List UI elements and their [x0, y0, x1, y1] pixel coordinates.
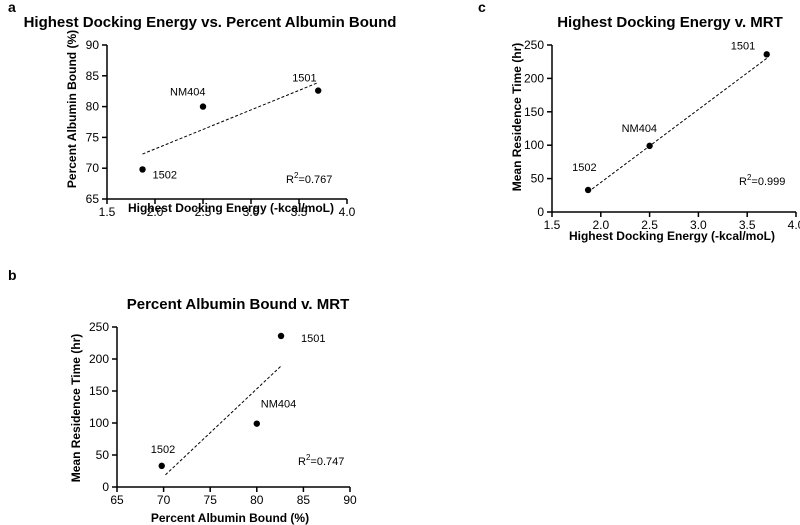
panel-b-y-tick-label: 100	[89, 416, 109, 430]
panel-c-point-label-NM404: NM404	[622, 123, 657, 135]
panel-c-ylabel: Mean Residence Time (hr)	[510, 43, 524, 192]
panel-b-x-tick-label: 90	[343, 493, 357, 507]
panel-a-point-NM404	[199, 103, 207, 110]
panel-c-y-tick-label: 150	[524, 105, 544, 119]
panel-b-point-label-NM404: NM404	[261, 399, 296, 411]
panel-c-x-tick-label: 3.5	[739, 218, 756, 232]
panel-a-x-tick-label: 2.5	[195, 205, 212, 219]
panel-a-point-1501	[315, 87, 322, 94]
panel-c-point-1502	[584, 186, 592, 194]
panel-b-x-tick-label: 70	[157, 493, 171, 507]
panel-b-x-tick-label: 85	[297, 493, 311, 507]
panel-c-y-tick-label: 100	[524, 138, 544, 152]
panel-a-xlabel: Highest Docking Energy (-kcal/moL)	[128, 201, 334, 215]
panel-c-point-1501	[763, 51, 770, 58]
panel-b-point-label-1502: 1502	[151, 444, 175, 456]
panel-c-title: Highest Docking Energy v. MRT	[557, 14, 783, 31]
panel-c-y-tick-label: 200	[524, 71, 544, 85]
panel-c-x-tick-label: 3.0	[690, 218, 707, 232]
panel-b-xlabel: Percent Albumin Bound (%)	[151, 511, 309, 525]
panel-b-y-tick-label: 150	[89, 384, 109, 398]
panel-b-fit-line	[165, 365, 282, 476]
panel-c-xlabel: Highest Docking Energy (-kcal/moL)	[569, 229, 775, 243]
panel-a-point-label-1502: 1502	[153, 169, 177, 181]
panel-a-x-tick-label: 3.5	[291, 205, 308, 219]
panel-c-x-tick-label: 2.0	[592, 218, 609, 232]
panel-c-y-tick-label: 250	[524, 38, 544, 52]
panel-c-r-squared: R2=0.999	[739, 173, 785, 188]
panel-a-fit-line	[142, 82, 319, 155]
panel-b-ylabel: Mean Residence Time (hr)	[69, 334, 83, 483]
panel-b-y-tick-label: 200	[89, 352, 109, 366]
panel-b-chart: Percent Albumin Bound v. MRT Percent Alb…	[69, 296, 357, 525]
panel-b-x-tick-label: 80	[250, 493, 264, 507]
panel-a-y-tick-label: 75	[86, 130, 100, 144]
panel-b-x-tick-label: 65	[110, 493, 124, 507]
panel-a-ylabel: Percent Albumin Bound (%)	[65, 30, 79, 188]
panel-a-y-tick-label: 65	[86, 192, 100, 206]
panel-b-title: Percent Albumin Bound v. MRT	[127, 296, 350, 313]
panel-c-point-NM404	[646, 142, 653, 150]
panel-c-y-tick-label: 50	[531, 172, 545, 186]
panel-b-point-1502	[158, 462, 165, 470]
panel-b-point-label-1501: 1501	[301, 333, 325, 345]
panel-c-x-tick-label: 4.0	[788, 218, 800, 232]
panel-a-x-tick-label: 2.0	[147, 205, 164, 219]
panel-a-point-1502	[139, 166, 146, 173]
panel-a-x-tick-label: 4.0	[339, 205, 356, 219]
panel-a-y-tick-label: 80	[86, 100, 100, 114]
panel-a-title: Highest Docking Energy vs. Percent Album…	[24, 14, 397, 31]
panel-c-chart: Highest Docking Energy v. MRT Highest Do…	[510, 14, 800, 243]
panel-a-chart: Highest Docking Energy vs. Percent Album…	[24, 14, 397, 219]
panel-a-y-tick-label: 85	[86, 69, 100, 83]
panel-a-r-squared: R2=0.767	[286, 171, 332, 186]
panel-c-point-label-1502: 1502	[572, 162, 596, 174]
panel-letter-b: b	[8, 267, 17, 283]
panel-b-y-tick-label: 250	[89, 320, 109, 334]
panel-b-point-1501	[277, 332, 285, 340]
panel-c-point-label-1501: 1501	[731, 40, 755, 52]
panel-a-point-label-NM404: NM404	[170, 87, 205, 99]
panel-a-y-tick-label: 70	[86, 161, 100, 175]
panel-c-y-tick-label: 0	[537, 205, 544, 219]
panel-a-x-tick-label: 3.0	[243, 205, 260, 219]
panel-letter-a: a	[8, 0, 16, 15]
panel-a-x-tick-label: 1.5	[99, 205, 116, 219]
panel-b-point-NM404	[253, 420, 260, 427]
panel-letter-c: c	[478, 0, 486, 15]
panel-b-y-tick-label: 50	[96, 448, 110, 462]
panel-b-r-squared: R2=0.747	[298, 453, 344, 468]
panel-b-y-tick-label: 0	[102, 480, 109, 494]
panel-c-fit-line	[587, 57, 768, 193]
panel-a-point-label-1501: 1501	[292, 73, 316, 85]
panel-c-x-tick-label: 1.5	[544, 218, 561, 232]
panel-b-x-tick-label: 75	[204, 493, 218, 507]
panel-c-x-tick-label: 2.5	[641, 218, 658, 232]
panel-a-y-tick-label: 90	[86, 38, 100, 52]
